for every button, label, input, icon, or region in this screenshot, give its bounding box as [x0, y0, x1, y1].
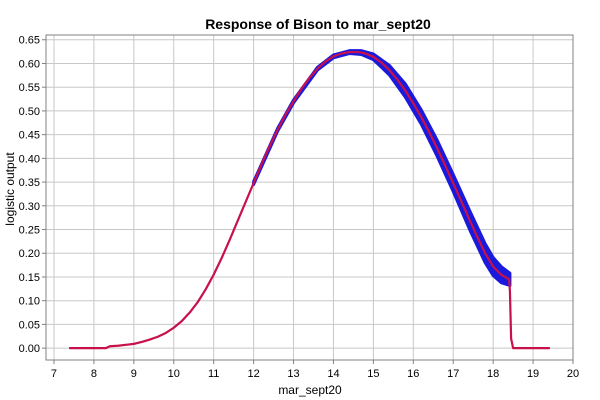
y-tick-label: 0.25 [19, 225, 40, 237]
y-tick-label: 0.00 [19, 343, 40, 355]
y-tick-label: 0.15 [19, 272, 40, 284]
x-tick-label: 15 [367, 368, 379, 380]
grid [46, 35, 574, 360]
confidence-band [252, 49, 512, 288]
y-tick-label: 0.35 [19, 177, 40, 189]
x-tick-label: 17 [447, 368, 459, 380]
y-tick-label: 0.10 [19, 296, 40, 308]
x-tick-label: 18 [487, 368, 499, 380]
x-tick-label: 20 [567, 368, 579, 380]
plot-area [45, 34, 574, 361]
y-tick-label: 0.20 [19, 248, 40, 260]
y-tick-label: 0.50 [19, 106, 40, 118]
x-tick-label: 14 [327, 368, 339, 380]
y-tick-label: 0.45 [19, 130, 40, 142]
chart-title: Response of Bison to mar_sept20 [205, 16, 431, 32]
y-tick-label: 0.60 [19, 58, 40, 70]
x-tick-label: 13 [287, 368, 299, 380]
x-tick-label: 9 [131, 368, 137, 380]
mean-response-line [68, 50, 551, 350]
x-tick-label: 8 [91, 368, 97, 380]
x-tick-label: 10 [168, 368, 180, 380]
y-tick-label: 0.30 [19, 201, 40, 213]
axis-ticks: 7 8 9 10 11 12 13 14 15 16 17 18 19 20 0.00 0.05 0.10 0.1… [19, 35, 580, 380]
y-tick-label: 0.65 [19, 35, 40, 47]
x-tick-label: 11 [208, 368, 219, 380]
y-tick-label: 0.40 [19, 153, 40, 165]
x-axis-label: mar_sept20 [278, 383, 342, 397]
x-tick-label: 7 [51, 368, 57, 380]
x-tick-label: 19 [527, 368, 539, 380]
y-tick-label: 0.05 [19, 319, 40, 331]
x-tick-label: 16 [407, 368, 419, 380]
y-axis-label: logistic output [3, 152, 17, 226]
series [68, 49, 551, 350]
y-tick-label: 0.55 [19, 82, 40, 94]
x-tick-label: 12 [247, 368, 259, 380]
